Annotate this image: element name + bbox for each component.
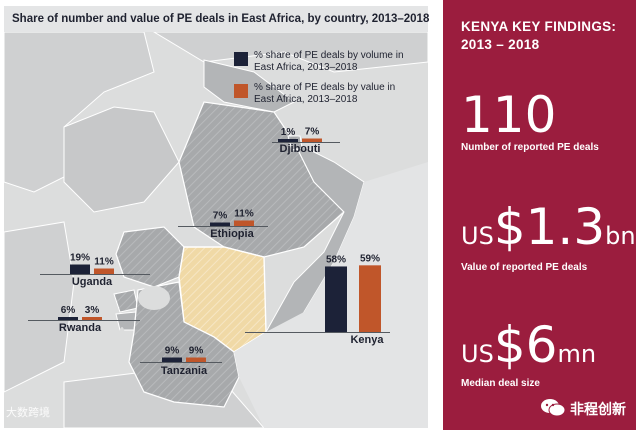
east-africa-map xyxy=(4,32,428,428)
stat-median-deal-suffix: mn xyxy=(557,340,597,368)
legend-swatch-volume xyxy=(234,52,248,66)
bar-group-uganda: 19% 11% Uganda xyxy=(40,253,150,288)
stat-deal-value-prefix: US xyxy=(461,222,494,250)
bar-kenya-volume xyxy=(325,266,347,332)
country-label-rwanda: Rwanda xyxy=(59,322,102,334)
title-bar: Share of number and value of PE deals in… xyxy=(4,6,430,32)
country-label-tanzania: Tanzania xyxy=(161,365,208,377)
lake-victoria xyxy=(138,286,170,310)
country-label-djibouti: Djibouti xyxy=(280,143,321,155)
stat-deal-value: US$1.3bn xyxy=(461,198,636,256)
bar-tanzania-value xyxy=(186,357,206,362)
stat-median-deal-label: Median deal size xyxy=(461,378,540,389)
region-drc xyxy=(4,221,75,393)
stat-deal-value-suffix: bn xyxy=(605,222,636,250)
wechat-badge: 非程创新 xyxy=(530,386,636,430)
kenya-findings-panel: KENYA KEY FINDINGS: 2013 – 2018 110 Numb… xyxy=(443,0,636,430)
map-area xyxy=(4,32,428,428)
legend-label-volume: % share of PE deals by volume in East Af… xyxy=(254,50,404,73)
stat-deal-count: 110 xyxy=(461,86,556,144)
bar-rwanda-value xyxy=(82,317,102,320)
legend-swatch-value xyxy=(234,84,248,98)
stat-median-deal-prefix: US xyxy=(461,340,494,368)
data-label-rwanda-value: 3% xyxy=(85,305,100,316)
data-label-rwanda-volume: 6% xyxy=(61,305,76,316)
chart-title: Share of number and value of PE deals in… xyxy=(12,13,430,25)
data-label-ethiopia-value: 11% xyxy=(234,209,254,220)
country-label-kenya: Kenya xyxy=(350,334,384,346)
watermark-text: 大数跨境 xyxy=(6,407,50,419)
country-label-ethiopia: Ethiopia xyxy=(210,228,254,240)
data-label-djibouti-volume: 1% xyxy=(281,127,296,138)
stat-median-deal-number: $6 xyxy=(493,316,558,374)
data-label-kenya-volume: 58% xyxy=(326,254,346,265)
panel-heading-line1: KENYA KEY FINDINGS: xyxy=(461,19,617,34)
stat-median-deal: US$6mn xyxy=(461,316,596,374)
bar-uganda-volume xyxy=(70,264,90,274)
wechat-icon xyxy=(541,399,566,417)
bar-ethiopia-value xyxy=(234,220,254,226)
stat-deal-value-label: Value of reported PE deals xyxy=(461,262,588,273)
stat-deal-count-label: Number of reported PE deals xyxy=(461,142,599,153)
bar-djibouti-volume xyxy=(278,139,298,142)
data-label-uganda-volume: 19% xyxy=(70,253,90,264)
data-label-tanzania-volume: 9% xyxy=(165,346,180,357)
bar-djibouti-value xyxy=(302,138,322,142)
bar-kenya-value xyxy=(359,265,381,332)
region-uganda xyxy=(115,226,185,288)
wechat-label: 非程创新 xyxy=(570,401,626,417)
bar-group-kenya: 58% 59% Kenya xyxy=(245,253,390,346)
bar-tanzania-volume xyxy=(162,357,182,362)
stat-deal-count-number: 110 xyxy=(461,86,557,144)
bar-uganda-value xyxy=(94,268,114,274)
region-tanzania xyxy=(128,281,240,408)
bar-group-ethiopia: 7% 11% Ethiopia xyxy=(178,209,268,240)
bar-group-rwanda: 6% 3% Rwanda xyxy=(28,305,140,334)
data-label-tanzania-value: 9% xyxy=(189,346,204,357)
panel-heading-line2: 2013 – 2018 xyxy=(461,37,540,52)
data-label-uganda-value: 11% xyxy=(94,257,114,268)
stat-deal-value-number: $1.3 xyxy=(493,198,606,256)
bar-group-djibouti: 1% 7% Djibouti xyxy=(272,127,340,155)
bar-group-tanzania: 9% 9% Tanzania xyxy=(140,346,222,377)
data-label-djibouti-value: 7% xyxy=(305,127,320,138)
data-label-kenya-value: 59% xyxy=(360,253,380,264)
lake-tanganyika xyxy=(118,327,126,367)
region-south-sudan xyxy=(63,106,180,213)
bar-ethiopia-volume xyxy=(210,222,230,226)
data-label-ethiopia-volume: 7% xyxy=(213,211,228,222)
bar-rwanda-volume xyxy=(58,317,78,320)
country-label-uganda: Uganda xyxy=(72,276,113,288)
legend-label-value: % share of PE deals by value in East Afr… xyxy=(254,82,396,105)
panel-heading: KENYA KEY FINDINGS: 2013 – 2018 xyxy=(461,18,616,54)
